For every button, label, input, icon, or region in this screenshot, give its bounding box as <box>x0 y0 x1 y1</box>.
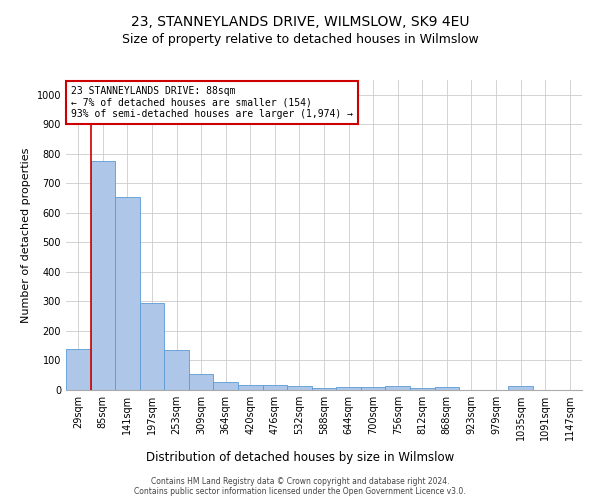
Bar <box>238 384 263 390</box>
Text: 23, STANNEYLANDS DRIVE, WILMSLOW, SK9 4EU: 23, STANNEYLANDS DRIVE, WILMSLOW, SK9 4E… <box>131 15 469 29</box>
Y-axis label: Number of detached properties: Number of detached properties <box>21 148 31 322</box>
Bar <box>91 161 115 390</box>
Bar <box>189 374 214 390</box>
Bar <box>263 384 287 390</box>
Text: Contains HM Land Registry data © Crown copyright and database right 2024.: Contains HM Land Registry data © Crown c… <box>151 476 449 486</box>
Bar <box>508 386 533 390</box>
Text: Distribution of detached houses by size in Wilmslow: Distribution of detached houses by size … <box>146 451 454 464</box>
Bar <box>361 387 385 390</box>
Bar <box>164 350 189 390</box>
Bar <box>287 386 312 390</box>
Bar <box>410 388 434 390</box>
Text: 23 STANNEYLANDS DRIVE: 88sqm
← 7% of detached houses are smaller (154)
93% of se: 23 STANNEYLANDS DRIVE: 88sqm ← 7% of det… <box>71 86 353 120</box>
Text: Contains public sector information licensed under the Open Government Licence v3: Contains public sector information licen… <box>134 486 466 496</box>
Bar <box>336 387 361 390</box>
Bar <box>312 388 336 390</box>
Bar <box>66 348 91 390</box>
Text: Size of property relative to detached houses in Wilmslow: Size of property relative to detached ho… <box>122 32 478 46</box>
Bar <box>214 382 238 390</box>
Bar <box>385 386 410 390</box>
Bar <box>434 387 459 390</box>
Bar <box>140 303 164 390</box>
Bar <box>115 196 140 390</box>
